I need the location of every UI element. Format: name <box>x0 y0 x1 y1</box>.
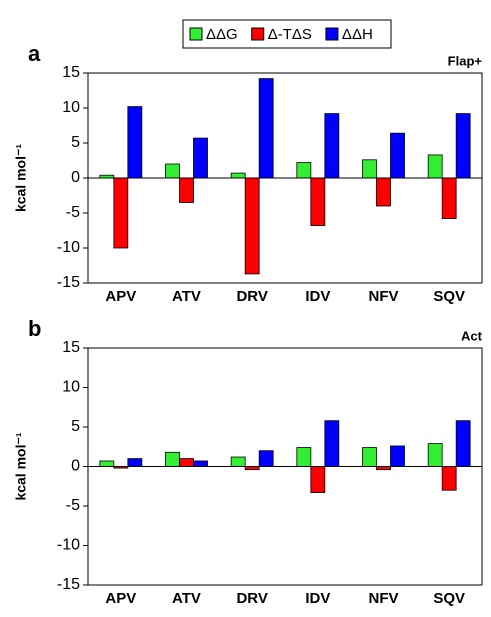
bar <box>230 456 246 467</box>
y-tick-label: 5 <box>71 418 80 435</box>
bar <box>113 177 129 249</box>
y-tick-label: 10 <box>62 99 80 116</box>
bar <box>127 458 143 467</box>
legend-swatch <box>189 27 203 41</box>
x-tick-label: ATV <box>172 590 201 607</box>
y-tick-label: -5 <box>66 497 80 514</box>
bar <box>324 420 340 467</box>
y-tick-label: -5 <box>66 204 80 221</box>
y-tick-label: -10 <box>57 239 80 256</box>
y-tick-label: 0 <box>71 169 80 186</box>
x-tick-label: SQV <box>433 590 465 607</box>
bar <box>427 443 443 467</box>
legend-box <box>182 19 392 49</box>
chart-title: Flap+ <box>448 53 483 68</box>
x-tick-label: APV <box>105 288 136 305</box>
chart-title: Act <box>461 328 483 343</box>
y-tick-label: 15 <box>62 339 80 356</box>
bar <box>258 450 274 467</box>
legend-label: Δ-TΔS <box>268 26 312 43</box>
bar <box>390 132 405 179</box>
x-tick-label: NFV <box>369 288 399 305</box>
bar <box>427 154 443 179</box>
bar <box>362 447 377 467</box>
y-tick-label: 5 <box>71 134 80 151</box>
x-tick-label: IDV <box>305 288 330 305</box>
bar <box>165 163 180 179</box>
bar <box>441 177 457 219</box>
bar <box>244 177 260 275</box>
legend-swatch <box>325 27 339 41</box>
bar <box>310 177 326 226</box>
bar <box>99 460 115 467</box>
x-tick-label: DRV <box>236 590 267 607</box>
bar <box>296 447 312 467</box>
bar <box>376 177 391 207</box>
y-tick-label: -15 <box>57 576 80 593</box>
bar <box>165 451 180 467</box>
panel-label: b <box>28 316 41 341</box>
bar <box>179 177 194 203</box>
legend-label: ΔΔH <box>342 26 373 43</box>
bar <box>324 113 340 179</box>
y-tick-label: 15 <box>62 64 80 81</box>
y-tick-label: -10 <box>57 537 80 554</box>
y-tick-label: 0 <box>71 458 80 475</box>
x-tick-label: DRV <box>236 288 267 305</box>
y-tick-label: 10 <box>62 379 80 396</box>
bar <box>310 466 326 493</box>
bar <box>296 162 312 179</box>
bar <box>230 172 246 179</box>
y-axis-label: kcal mol⁻¹ <box>13 144 29 212</box>
bar <box>258 78 274 179</box>
bar <box>390 445 405 467</box>
panel-label: a <box>28 41 41 66</box>
bar <box>455 113 471 179</box>
x-tick-label: SQV <box>433 288 465 305</box>
bar <box>193 137 208 179</box>
bar <box>179 458 194 467</box>
legend-swatch <box>251 27 265 41</box>
y-tick-label: -15 <box>57 274 80 291</box>
bar <box>362 159 377 179</box>
bar <box>441 466 457 491</box>
bar <box>193 460 208 467</box>
bar <box>455 420 471 467</box>
bar <box>127 106 143 179</box>
x-tick-label: IDV <box>305 590 330 607</box>
x-tick-label: ATV <box>172 288 201 305</box>
x-tick-label: NFV <box>369 590 399 607</box>
x-tick-label: APV <box>105 590 136 607</box>
legend-label: ΔΔG <box>206 26 238 43</box>
y-axis-label: kcal mol⁻¹ <box>13 432 29 500</box>
